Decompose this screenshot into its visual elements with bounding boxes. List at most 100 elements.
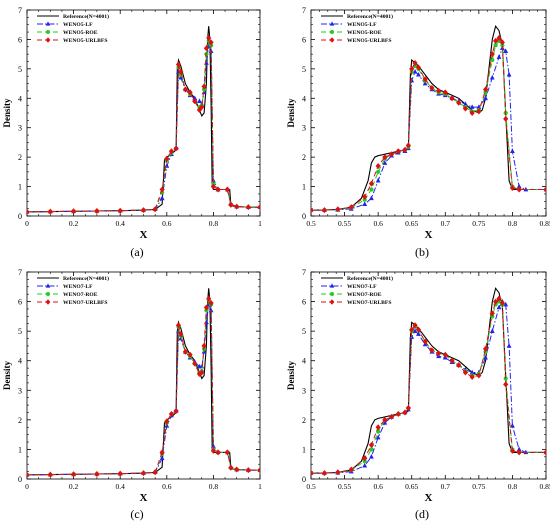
x-axis-label: X: [140, 492, 148, 504]
legend-label: WENO7-LF: [63, 284, 93, 290]
data-point: [210, 447, 216, 454]
data-point: [152, 469, 158, 476]
chart-panel-c: 0 0.2 0.4 0.6 0.8 1 0 1 2 3 4 5 6 7 X Density Reference(…: [2, 268, 262, 521]
x-tick-label: 0.5: [306, 482, 316, 491]
series-line-1: [27, 43, 260, 213]
data-point: [71, 471, 77, 478]
data-point: [449, 357, 455, 364]
data-point: [416, 71, 421, 77]
x-axis-label: X: [140, 229, 148, 241]
chart-panel-d: 0.5 0.55 0.6 0.65 0.7 0.75 0.8 0.85 0 1 2 3 4 5 6 7 X Den…: [286, 268, 550, 521]
legend-label: WENO7-URLBFS: [347, 300, 391, 306]
y-tick-label: 2: [18, 416, 22, 425]
data-point: [27, 208, 30, 215]
y-tick-label: 4: [302, 357, 306, 366]
data-point: [469, 369, 475, 375]
data-point: [182, 86, 189, 93]
data-point: [257, 204, 260, 211]
data-point: [489, 328, 495, 333]
data-point: [215, 449, 221, 456]
data-point: [412, 59, 418, 66]
data-point: [187, 89, 193, 96]
series-line-1: [27, 302, 260, 476]
y-tick-label: 2: [302, 416, 306, 425]
legend-label: Reference(N=4001): [63, 13, 109, 20]
data-point: [506, 343, 512, 348]
data-point: [335, 469, 341, 476]
legend-label: WENO7-URLBFS: [63, 300, 107, 306]
data-point: [503, 115, 509, 122]
data-point: [368, 180, 375, 187]
data-point: [476, 104, 482, 109]
x-tick-label: 0.65: [405, 482, 418, 491]
legend-label: WENO5-LF: [63, 22, 93, 28]
data-point: [442, 351, 448, 358]
x-tick-label: 0.85: [539, 219, 550, 228]
data-point: [516, 183, 522, 189]
data-point: [503, 301, 509, 307]
data-point: [510, 148, 515, 154]
data-point: [192, 98, 198, 105]
data-point: [159, 455, 165, 461]
data-point: [412, 328, 418, 333]
data-point: [402, 146, 408, 153]
data-point: [493, 298, 499, 305]
data-point: [187, 351, 193, 358]
data-point: [234, 466, 240, 473]
data-point: [173, 407, 179, 414]
x-tick-label: 1: [258, 482, 262, 491]
data-point: [496, 54, 502, 59]
data-point: [204, 319, 209, 325]
data-point: [516, 449, 522, 456]
data-point: [412, 322, 418, 329]
data-point: [382, 416, 388, 423]
data-point: [416, 331, 421, 336]
data-point: [71, 208, 77, 215]
data-point: [435, 350, 442, 357]
y-tick-label: 6: [18, 35, 22, 44]
x-tick-label: 0.75: [472, 482, 485, 491]
data-point: [499, 300, 505, 307]
data-point: [483, 354, 488, 360]
data-point: [215, 186, 221, 193]
data-point: [117, 207, 123, 214]
y-tick-label: 5: [302, 327, 306, 336]
data-point: [510, 422, 515, 428]
data-point: [94, 470, 100, 477]
data-point: [490, 57, 495, 63]
data-point: [321, 470, 328, 477]
data-point: [376, 169, 381, 174]
y-tick-label: 6: [18, 298, 22, 307]
data-point: [503, 48, 509, 53]
data-point: [375, 162, 381, 169]
data-point: [159, 186, 165, 193]
data-point: [469, 104, 475, 109]
x-tick-label: 0.4: [116, 482, 126, 491]
data-point: [496, 34, 502, 41]
legend-marker: [46, 30, 50, 34]
x-tick-label: 0.8: [508, 482, 518, 491]
data-point: [208, 39, 214, 46]
y-tick-label: 4: [18, 357, 22, 366]
x-tick-label: 0.75: [472, 219, 485, 228]
data-point: [224, 449, 230, 456]
data-point: [206, 34, 212, 41]
data-point: [489, 310, 495, 317]
data-point: [369, 447, 374, 452]
data-point: [224, 186, 230, 193]
data-point: [489, 74, 495, 80]
x-tick-label: 0.5: [306, 219, 316, 228]
data-point: [409, 65, 415, 72]
data-point: [206, 295, 212, 302]
data-point: [456, 99, 462, 106]
data-point: [348, 466, 354, 473]
data-point: [382, 160, 388, 165]
data-point: [543, 449, 546, 456]
y-axis-label: Density: [286, 361, 296, 390]
data-point: [362, 455, 368, 462]
x-tick-label: 0.85: [539, 482, 550, 491]
data-point: [499, 39, 505, 46]
panel-caption: (b): [415, 245, 429, 259]
x-tick-label: 0: [25, 482, 29, 491]
legend-label: WENO5-LF: [347, 22, 377, 28]
